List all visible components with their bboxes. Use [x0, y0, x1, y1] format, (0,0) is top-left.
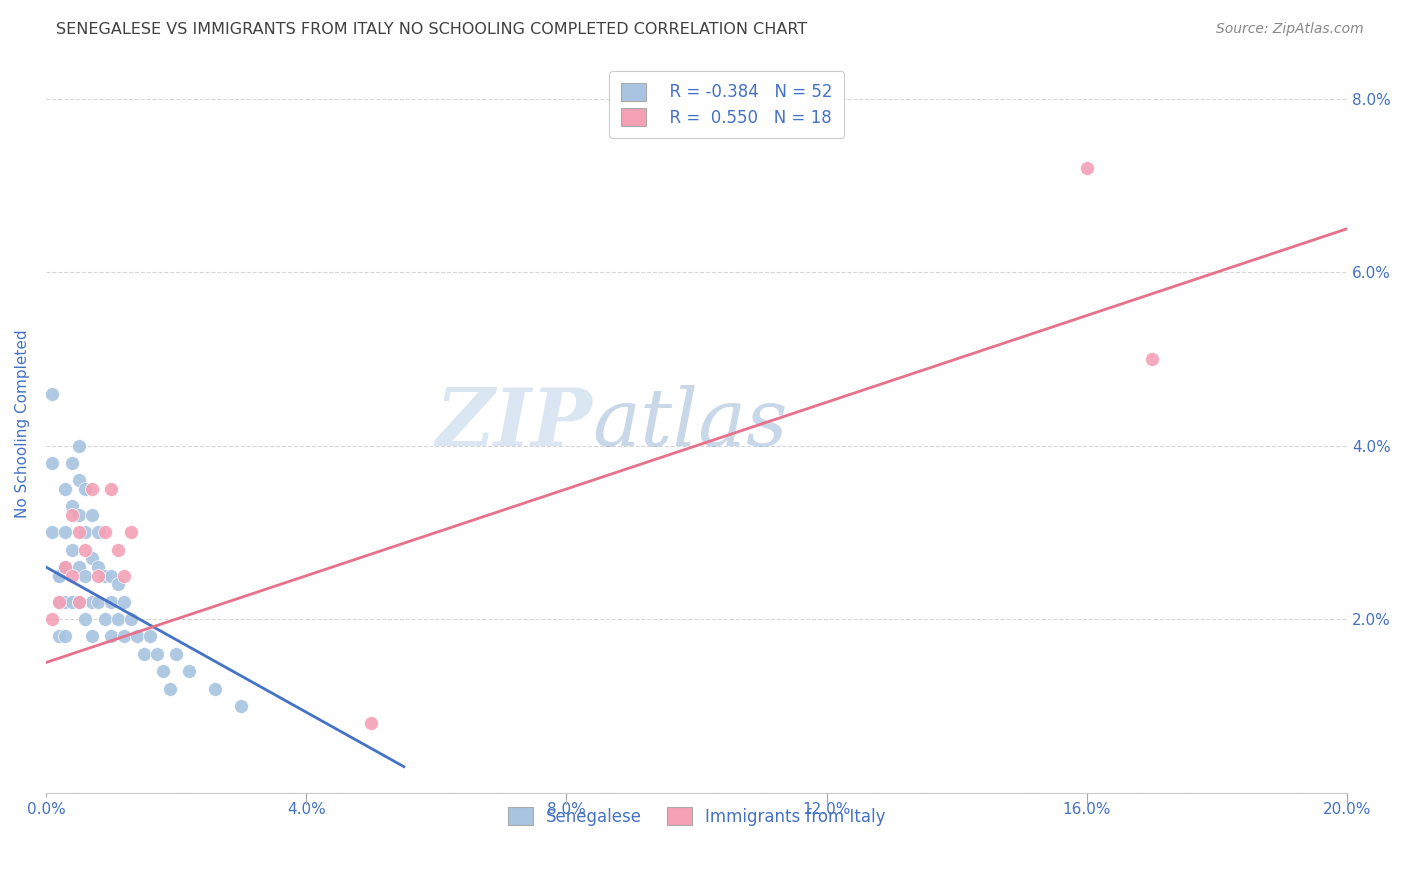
Point: [139, 630, 162, 644]
Point: [67, 525, 90, 540]
Text: ZIP: ZIP: [436, 385, 592, 463]
Point: [67, 473, 90, 487]
Point: [48, 568, 70, 582]
Point: [67, 595, 90, 609]
Point: [107, 542, 129, 557]
Point: [67, 508, 90, 522]
Point: [87, 560, 110, 574]
Point: [112, 595, 135, 609]
Point: [165, 647, 187, 661]
Point: [80, 482, 103, 496]
Point: [107, 577, 129, 591]
Point: [73, 482, 96, 496]
Point: [87, 595, 110, 609]
Point: [1140, 351, 1163, 366]
Point: [55, 482, 77, 496]
Point: [132, 647, 155, 661]
Point: [120, 525, 142, 540]
Point: [55, 560, 77, 574]
Point: [55, 630, 77, 644]
Text: SENEGALESE VS IMMIGRANTS FROM ITALY NO SCHOOLING COMPLETED CORRELATION CHART: SENEGALESE VS IMMIGRANTS FROM ITALY NO S…: [56, 22, 807, 37]
Point: [204, 681, 226, 696]
Point: [100, 595, 122, 609]
Point: [179, 664, 201, 678]
Point: [80, 630, 103, 644]
Point: [60, 568, 83, 582]
Point: [360, 716, 382, 731]
Point: [1076, 161, 1098, 175]
Point: [159, 681, 181, 696]
Point: [112, 568, 135, 582]
Point: [67, 560, 90, 574]
Point: [73, 568, 96, 582]
Point: [125, 630, 148, 644]
Point: [93, 612, 115, 626]
Point: [41, 386, 63, 401]
Point: [73, 542, 96, 557]
Point: [152, 664, 174, 678]
Point: [60, 500, 83, 514]
Point: [55, 560, 77, 574]
Point: [87, 568, 110, 582]
Point: [80, 508, 103, 522]
Point: [93, 568, 115, 582]
Point: [41, 456, 63, 470]
Point: [100, 482, 122, 496]
Point: [60, 508, 83, 522]
Point: [112, 630, 135, 644]
Point: [55, 595, 77, 609]
Point: [60, 542, 83, 557]
Point: [120, 612, 142, 626]
Point: [93, 525, 115, 540]
Point: [55, 525, 77, 540]
Point: [48, 595, 70, 609]
Text: atlas: atlas: [592, 385, 787, 463]
Legend: Senegalese, Immigrants from Italy: Senegalese, Immigrants from Italy: [498, 797, 896, 836]
Point: [60, 456, 83, 470]
Point: [145, 647, 167, 661]
Point: [100, 630, 122, 644]
Point: [231, 698, 253, 713]
Point: [48, 595, 70, 609]
Point: [48, 568, 70, 582]
Point: [87, 525, 110, 540]
Point: [67, 595, 90, 609]
Point: [41, 612, 63, 626]
Y-axis label: No Schooling Completed: No Schooling Completed: [15, 329, 30, 518]
Text: Source: ZipAtlas.com: Source: ZipAtlas.com: [1216, 22, 1364, 37]
Point: [60, 595, 83, 609]
Point: [41, 525, 63, 540]
Point: [73, 525, 96, 540]
Point: [48, 630, 70, 644]
Point: [73, 612, 96, 626]
Point: [67, 439, 90, 453]
Point: [107, 612, 129, 626]
Point: [80, 595, 103, 609]
Point: [100, 568, 122, 582]
Point: [80, 551, 103, 566]
